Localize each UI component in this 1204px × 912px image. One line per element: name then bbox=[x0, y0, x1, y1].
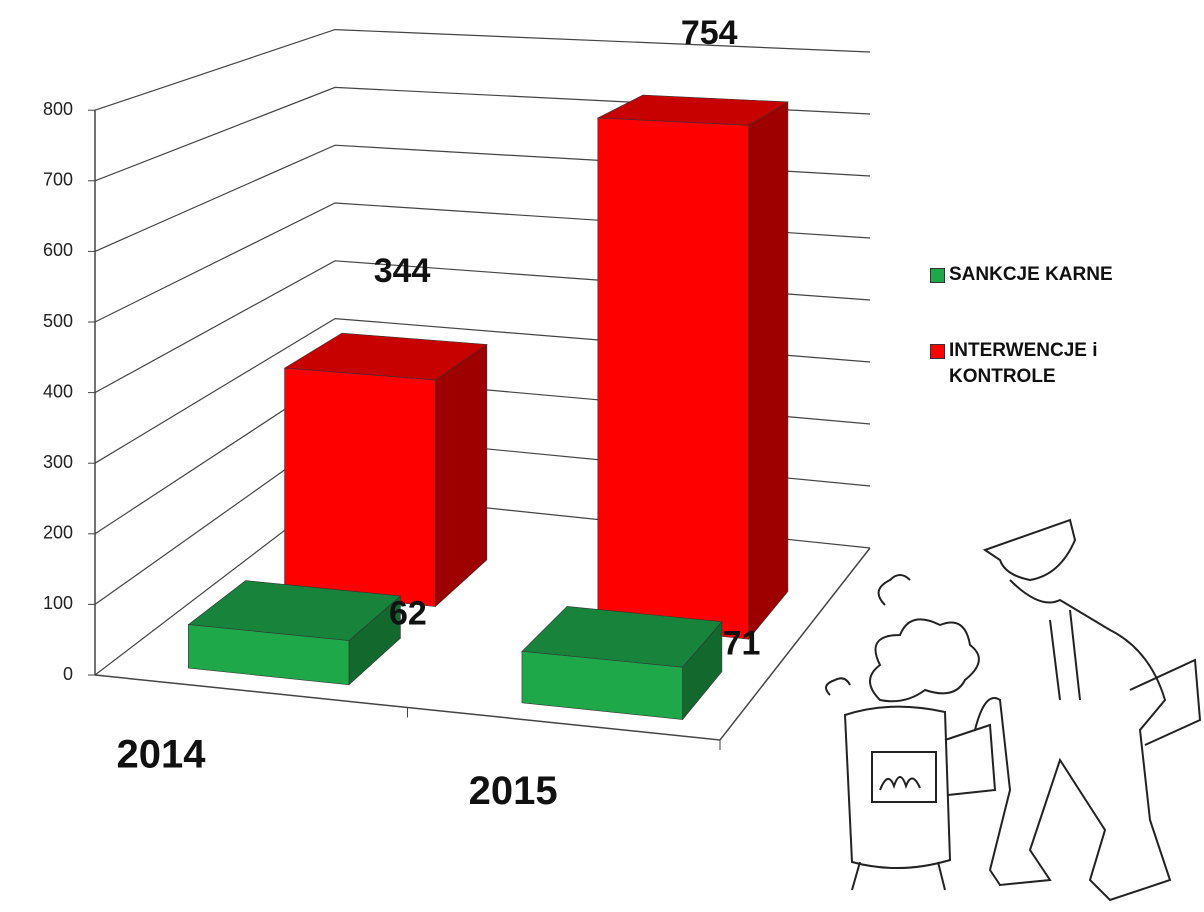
value-label: 62 bbox=[389, 594, 427, 632]
legend-label: INTERWENCJE i KONTROLE bbox=[949, 340, 1098, 387]
x-tick-label: 2014 bbox=[117, 732, 207, 776]
value-label: 754 bbox=[681, 14, 738, 52]
bar bbox=[521, 651, 683, 720]
value-label: 344 bbox=[374, 252, 431, 290]
grid-line bbox=[94, 28, 871, 111]
bar bbox=[188, 624, 350, 686]
legend-swatch bbox=[930, 344, 945, 359]
bar bbox=[597, 117, 749, 640]
illustration bbox=[825, 518, 1202, 902]
y-tick-label: 500 bbox=[43, 311, 73, 331]
y-tick-label: 600 bbox=[43, 240, 73, 260]
y-tick-label: 700 bbox=[43, 170, 73, 190]
bar-side bbox=[748, 101, 789, 640]
bar-side bbox=[435, 343, 488, 608]
y-tick-label: 100 bbox=[43, 593, 73, 613]
y-tick-label: 800 bbox=[43, 99, 73, 119]
legend-label: SANKCJE KARNE bbox=[949, 264, 1113, 285]
y-tick-label: 400 bbox=[43, 381, 73, 401]
legend-item: SANKCJE KARNE bbox=[930, 262, 1170, 288]
y-tick-label: 300 bbox=[43, 452, 73, 472]
legend-item: INTERWENCJE i KONTROLE bbox=[930, 338, 1170, 390]
x-tick-label: 2015 bbox=[469, 769, 558, 813]
plot: 0 100 200 300 400 500 600 700 800 344 754 62 71 2014 2… bbox=[43, 14, 871, 813]
value-label: 71 bbox=[723, 625, 761, 663]
y-tick-label: 200 bbox=[43, 523, 73, 543]
y-tick-label: 0 bbox=[63, 664, 73, 684]
legend-swatch bbox=[930, 268, 945, 283]
bar bbox=[284, 367, 436, 607]
legend: SANKCJE KARNE INTERWENCJE i KONTROLE bbox=[930, 262, 1170, 440]
